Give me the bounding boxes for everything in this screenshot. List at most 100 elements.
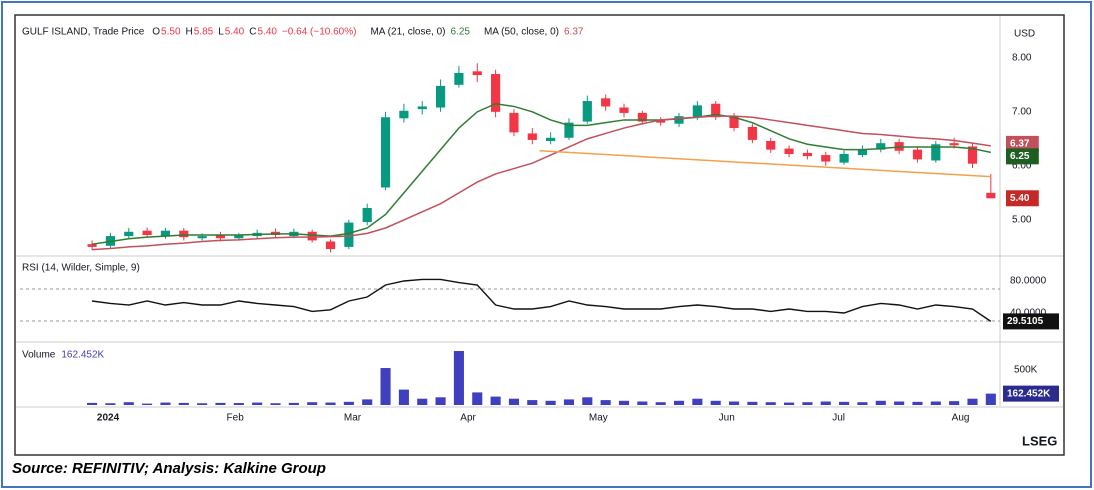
price-label: 5.40 — [1010, 193, 1030, 204]
y-tick-label: 500K — [1014, 365, 1038, 376]
volume-bar — [215, 402, 226, 405]
volume-bar — [875, 400, 886, 405]
volume-bar — [490, 396, 501, 405]
legend-value: 6.37 — [564, 27, 584, 38]
candle-body — [234, 235, 244, 239]
y-tick-label: 6.00 — [1012, 161, 1032, 172]
candle-body — [472, 71, 482, 76]
volume-bar — [123, 402, 134, 405]
volume-bar — [729, 401, 740, 405]
volume-bar — [655, 402, 666, 405]
candle-body — [509, 112, 519, 133]
volume-bar — [600, 400, 611, 405]
volume-bar — [949, 401, 960, 405]
volume-bar — [692, 398, 703, 405]
volume-bar — [233, 403, 244, 405]
candle-body — [124, 231, 134, 237]
price-label: 6.37 — [1010, 139, 1030, 150]
ohlc-key: H — [186, 27, 193, 38]
candle-body — [546, 137, 556, 142]
panel-title: RSI (14, Wilder, Simple, 9) — [22, 263, 140, 274]
y-tick-label: 80.0000 — [1010, 276, 1047, 287]
ohlc-key: L — [218, 27, 224, 38]
volume-last-label: 162.452K — [1007, 388, 1051, 399]
candle-body — [142, 230, 152, 236]
volume-bar — [508, 398, 519, 405]
volume-current: 162.452K — [61, 350, 104, 361]
volume-bar — [784, 402, 795, 405]
x-tick-label: Feb — [227, 413, 245, 424]
x-tick-label: Jun — [719, 413, 735, 424]
ma-line — [91, 102, 991, 245]
volume-bar — [802, 402, 813, 405]
candle-body — [931, 144, 941, 161]
volume-bar — [710, 400, 721, 405]
volume-bar — [618, 400, 630, 405]
candle-body — [197, 236, 207, 239]
candle-body — [87, 244, 97, 247]
candle-body — [582, 101, 592, 122]
candle-body — [619, 107, 629, 113]
volume-bar — [930, 401, 941, 405]
ohlc-value: 5.85 — [194, 27, 214, 38]
volume-bar — [435, 397, 446, 405]
volume-bar — [894, 401, 905, 405]
change: −0.64 (−10.60%) — [282, 27, 357, 38]
rsi-label-box — [1003, 313, 1059, 330]
candle-body — [380, 117, 391, 188]
candle-body — [491, 74, 501, 112]
plot-layer: GULF ISLAND, Trade Price O 5.50 H 5.85 L 5.40 C… — [20, 27, 1059, 424]
candle-body — [949, 143, 959, 146]
x-tick-label: Jul — [832, 413, 845, 424]
x-tick-label: Aug — [952, 413, 970, 424]
volume-bar — [985, 393, 996, 405]
volume-bar — [967, 398, 978, 405]
volume-bar — [197, 403, 208, 405]
ohlc-key: C — [249, 27, 256, 38]
volume-bar — [747, 401, 758, 405]
price-label-box — [1006, 148, 1039, 165]
trend-line — [539, 149, 991, 178]
candle-body — [857, 149, 868, 156]
volume-bar — [270, 403, 281, 405]
volume-bar — [288, 402, 299, 405]
volume-bar — [417, 398, 428, 405]
candle-body — [692, 105, 702, 118]
volume-bar — [673, 400, 685, 405]
candle-body — [454, 72, 464, 85]
price-label-box — [1006, 135, 1039, 152]
volume-label-box — [1003, 385, 1059, 402]
volume-bar — [160, 402, 171, 405]
candle-body — [601, 98, 611, 107]
volume-bar — [472, 392, 483, 405]
x-tick-label: Apr — [460, 413, 476, 424]
volume-bar — [563, 399, 575, 405]
volume-bar — [545, 400, 556, 405]
brand: LSEG — [1022, 433, 1057, 448]
y-tick-label: 5.00 — [1012, 215, 1032, 226]
source-caption: Source: REFINITIV; Analysis: Kalkine Gro… — [12, 460, 326, 477]
candle-body — [967, 146, 978, 164]
volume-bar — [178, 402, 189, 405]
ohlc-value: 5.40 — [257, 27, 277, 38]
candle-body — [784, 148, 794, 154]
candle-body — [912, 149, 923, 160]
candle-body — [802, 152, 812, 157]
candle-body — [160, 230, 171, 237]
candle-body — [344, 222, 354, 247]
candle-body — [637, 112, 647, 122]
candle-body — [986, 192, 996, 199]
candle-body — [674, 116, 684, 124]
candle-body — [179, 230, 189, 238]
ma-line — [92, 115, 991, 251]
price-label-box — [1006, 190, 1039, 207]
y-tick-label: 40.0000 — [1010, 308, 1047, 319]
volume-bar — [398, 389, 409, 405]
legend-name: MA (50, close, 0) — [484, 27, 559, 38]
volume-bar — [325, 402, 336, 405]
candle-body — [747, 126, 757, 140]
candle-body — [399, 110, 409, 119]
x-tick-label: 2024 — [97, 413, 120, 424]
candle-body — [417, 106, 427, 110]
